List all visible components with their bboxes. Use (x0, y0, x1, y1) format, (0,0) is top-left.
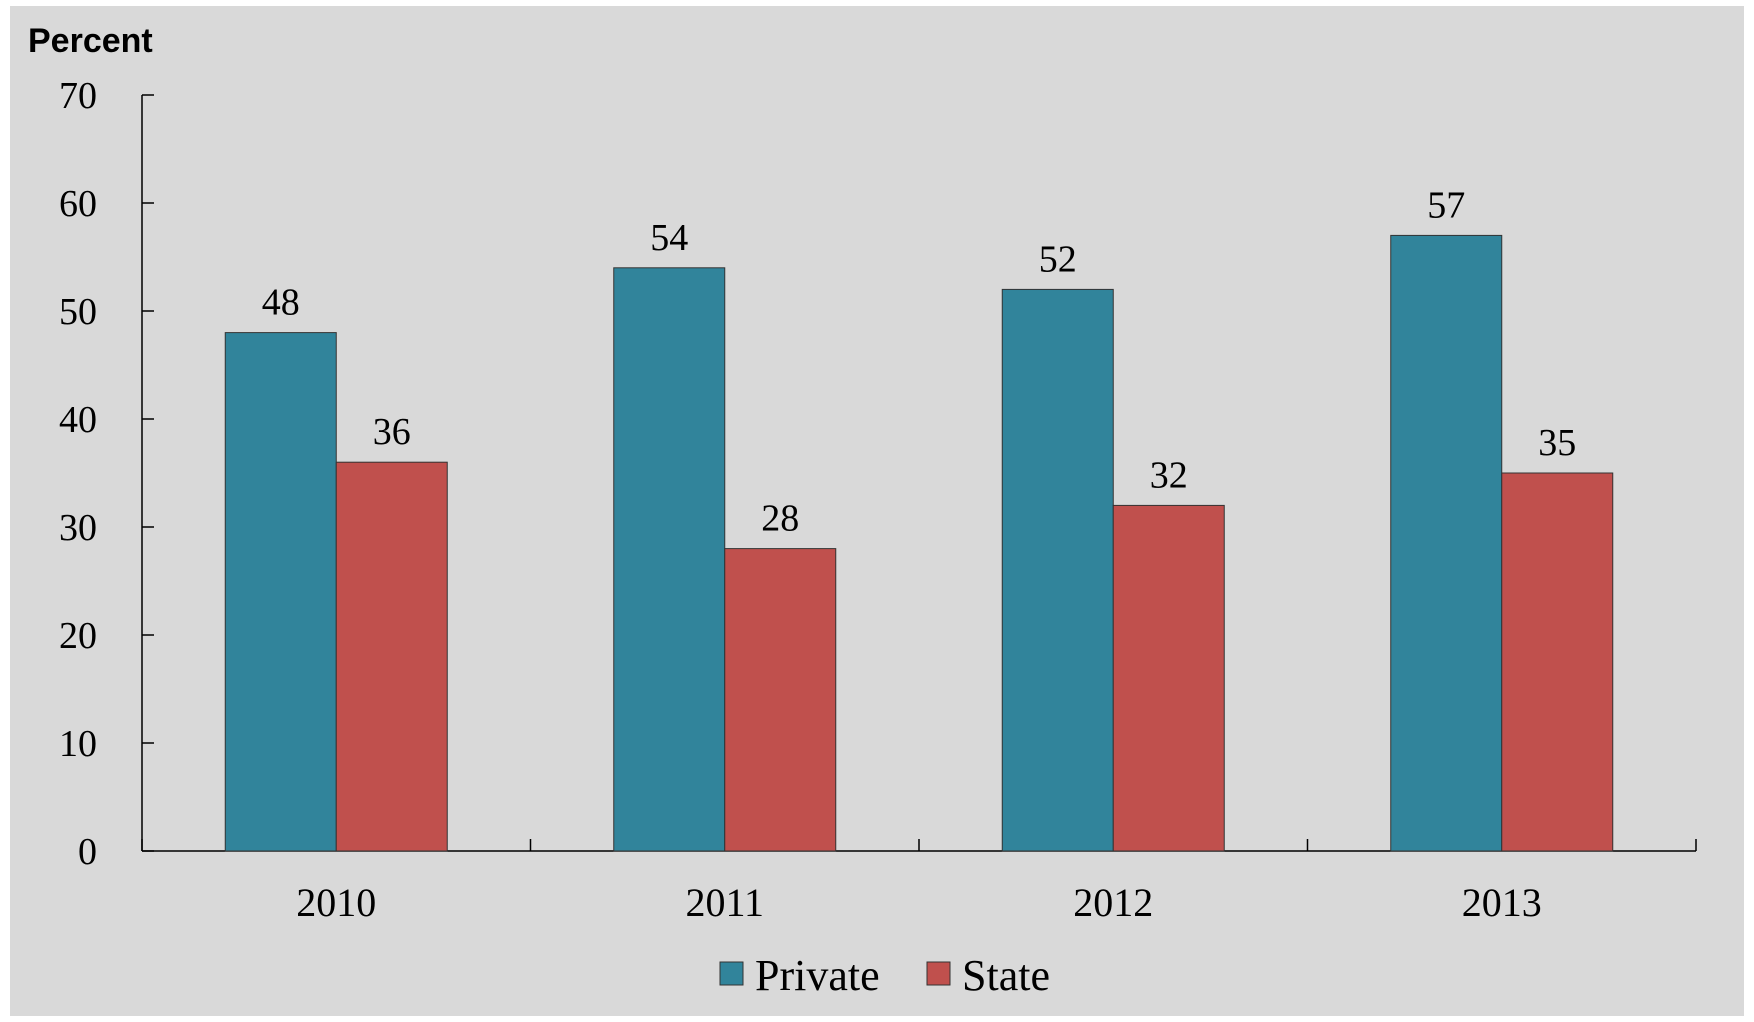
legend-label-private: Private (755, 951, 880, 1000)
y-tick-label: 0 (78, 831, 97, 873)
data-label-state-2012: 32 (1150, 454, 1188, 496)
y-tick-label: 70 (59, 75, 97, 117)
data-label-private-2012: 52 (1039, 238, 1077, 280)
bar-state-2013 (1501, 472, 1614, 852)
y-tick-label: 30 (59, 507, 97, 549)
y-axis: 0 10 20 30 40 50 60 70 (59, 75, 154, 873)
bar-state-2012 (1112, 504, 1225, 852)
y-tick-label: 20 (59, 615, 97, 657)
bar-state-2010 (335, 461, 448, 852)
bar-private-2010 (224, 332, 337, 852)
data-label-state-2010: 36 (373, 411, 411, 453)
bar-private-2011 (613, 267, 726, 852)
legend-swatch-state (926, 961, 951, 986)
data-label-private-2010: 48 (262, 282, 300, 324)
y-tick-label: 40 (59, 399, 97, 441)
y-tick-label: 60 (59, 183, 97, 225)
legend: Private State (719, 951, 1050, 1000)
y-tick-label: 50 (59, 291, 97, 333)
bar-state-2011 (724, 548, 837, 852)
data-label-state-2011: 28 (761, 498, 799, 540)
data-labels: 48 54 52 57 36 28 32 35 (262, 184, 1577, 539)
bar-private-2013 (1390, 234, 1503, 852)
bars (224, 234, 1614, 852)
x-tick-label: 2012 (1073, 880, 1153, 925)
bar-private-2012 (1001, 288, 1114, 852)
x-tick-label: 2011 (685, 880, 764, 925)
data-label-state-2013: 35 (1538, 422, 1576, 464)
x-tick-label: 2013 (1462, 880, 1542, 925)
legend-swatch-private (719, 961, 744, 986)
data-label-private-2013: 57 (1427, 184, 1465, 226)
y-axis-title: Percent (28, 22, 153, 60)
data-label-private-2011: 54 (650, 217, 688, 259)
x-tick-label: 2010 (296, 880, 376, 925)
legend-label-state: State (962, 951, 1050, 1000)
y-tick-label: 10 (59, 723, 97, 765)
